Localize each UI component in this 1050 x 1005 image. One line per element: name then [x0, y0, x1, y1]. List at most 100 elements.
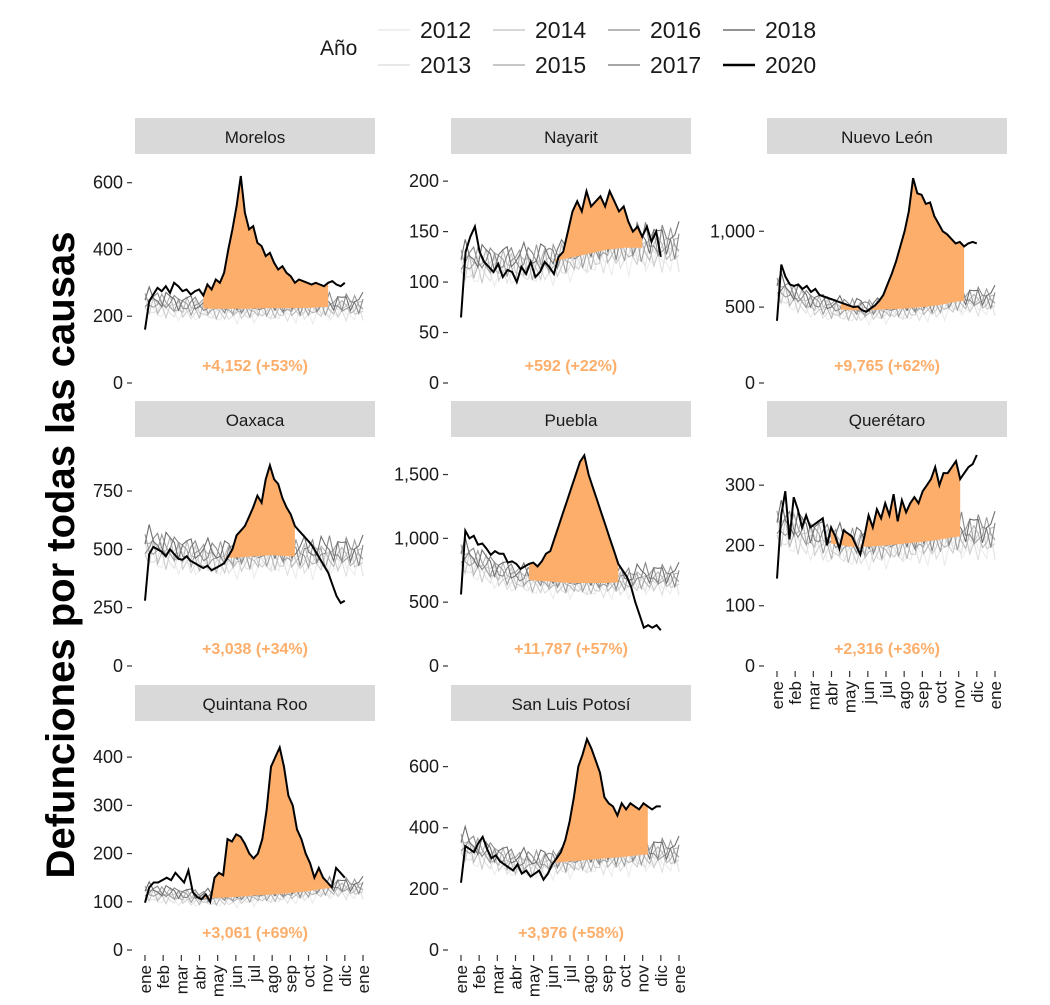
y-tick-label: 200 [725, 535, 755, 555]
month-label: abr [191, 965, 210, 990]
series-2020-line [776, 177, 978, 321]
excess-label: +3,038 (+34%) [202, 641, 308, 658]
month-label: ago [263, 965, 282, 993]
legend-label-2020: 2020 [765, 52, 816, 78]
excess-label: +3,061 (+69%) [202, 925, 308, 942]
y-tick-label: 600 [409, 757, 439, 777]
panels: Morelos 0 200 400 600 +4,152 (+53%) Nayarit 0 50… [93, 118, 1007, 997]
month-label: ene [452, 965, 471, 993]
y-tick-label: 1,500 [394, 465, 439, 485]
panel-strip [451, 401, 691, 437]
y-tick-label: 150 [409, 222, 439, 242]
month-label: may [841, 681, 860, 714]
month-label: may [525, 965, 544, 998]
panel-6: Quintana Roo 0 100 200 300 400 +3,061 (+69%) en… [93, 685, 375, 997]
history-line-2012 [460, 844, 680, 883]
panel-4: Puebla 0 500 1,000 1,500 +11,787 (+57%) [394, 401, 691, 676]
panel-strip [767, 118, 1007, 154]
legend-label-2016: 2016 [650, 17, 701, 43]
excess-label: +11,787 (+57%) [514, 641, 628, 658]
y-tick-label: 1,000 [710, 221, 755, 241]
excess-area [543, 739, 648, 864]
panel-1: Nayarit 0 50 100 150 200 +592 (+22%) [409, 118, 691, 393]
legend-label-2018: 2018 [765, 17, 816, 43]
history-line-2012 [144, 300, 364, 326]
y-tick-label: 0 [113, 656, 123, 676]
y-tick-label: 100 [93, 892, 123, 912]
history-line-2018 [460, 537, 680, 587]
month-label: mar [488, 965, 507, 995]
month-label: jun [543, 965, 562, 989]
month-label: nov [318, 965, 337, 993]
series-2020-line [144, 744, 346, 905]
y-tick-label: 0 [745, 373, 755, 393]
panel-0: Morelos 0 200 400 600 +4,152 (+53%) [93, 118, 375, 393]
month-label: ene [670, 965, 689, 993]
month-label: mar [172, 965, 191, 995]
y-tick-label: 50 [419, 323, 439, 343]
month-label: feb [470, 965, 489, 989]
month-label: dic [968, 681, 987, 703]
legend-label-2015: 2015 [535, 52, 586, 78]
month-label: abr [823, 681, 842, 706]
month-label: ene [986, 681, 1005, 709]
panel-strip [451, 685, 691, 721]
month-label: jul [561, 965, 580, 983]
y-tick-label: 400 [93, 239, 123, 259]
month-label: ene [354, 965, 373, 993]
panel-title: Quintana Roo [203, 695, 308, 714]
history-line-2012 [144, 545, 364, 582]
panel-strip [135, 401, 375, 437]
legend: Año 2012 2013 2014 2015 2016 2017 2018 2020 [320, 17, 816, 78]
y-tick-label: 500 [725, 297, 755, 317]
panel-3: Oaxaca 0 250 500 750 +3,038 (+34%) [93, 401, 375, 676]
month-label: ago [579, 965, 598, 993]
legend-label-2013: 2013 [420, 52, 471, 78]
month-label: oct [616, 965, 635, 988]
legend-label-2014: 2014 [535, 17, 586, 43]
excess-label: +3,976 (+58%) [518, 925, 624, 942]
panel-strip [451, 118, 691, 154]
month-label: jul [877, 681, 896, 699]
month-label: jun [859, 681, 878, 705]
y-tick-label: 200 [409, 879, 439, 899]
panel-title: Nayarit [544, 128, 598, 147]
y-tick-label: 0 [429, 373, 439, 393]
month-label: sep [913, 681, 932, 708]
y-tick-label: 250 [93, 598, 123, 618]
legend-label-2012: 2012 [420, 17, 471, 43]
y-tick-label: 300 [725, 475, 755, 495]
history-line-2015 [144, 536, 364, 574]
month-label: ago [895, 681, 914, 709]
panel-title: San Luis Potosí [511, 695, 630, 714]
excess-area [840, 178, 965, 311]
panel-strip [135, 118, 375, 154]
y-tick-label: 100 [725, 596, 755, 616]
y-tick-label: 300 [93, 795, 123, 815]
panel-title: Puebla [545, 411, 598, 430]
panel-title: Nuevo León [841, 128, 933, 147]
y-tick-label: 0 [745, 656, 755, 676]
month-label: may [209, 965, 228, 998]
month-label: ene [136, 965, 155, 993]
excess-label: +2,316 (+36%) [834, 641, 940, 658]
month-label: mar [804, 681, 823, 711]
y-tick-label: 200 [409, 171, 439, 191]
excess-area [203, 176, 329, 309]
history-line-2012 [776, 524, 996, 571]
month-label: feb [154, 965, 173, 989]
y-tick-label: 200 [93, 844, 123, 864]
month-label: jun [227, 965, 246, 989]
y-tick-label: 750 [93, 481, 123, 501]
panel-title: Oaxaca [226, 411, 285, 430]
month-label: sep [281, 965, 300, 992]
panel-strip [135, 685, 375, 721]
month-label: sep [597, 965, 616, 992]
history-line-2012 [144, 883, 364, 909]
legend-title: Año [320, 37, 357, 60]
month-label: dic [336, 965, 355, 987]
excess-label: +9,765 (+62%) [834, 358, 940, 375]
series-2020-line [144, 461, 346, 605]
history-line-2012 [460, 556, 680, 602]
